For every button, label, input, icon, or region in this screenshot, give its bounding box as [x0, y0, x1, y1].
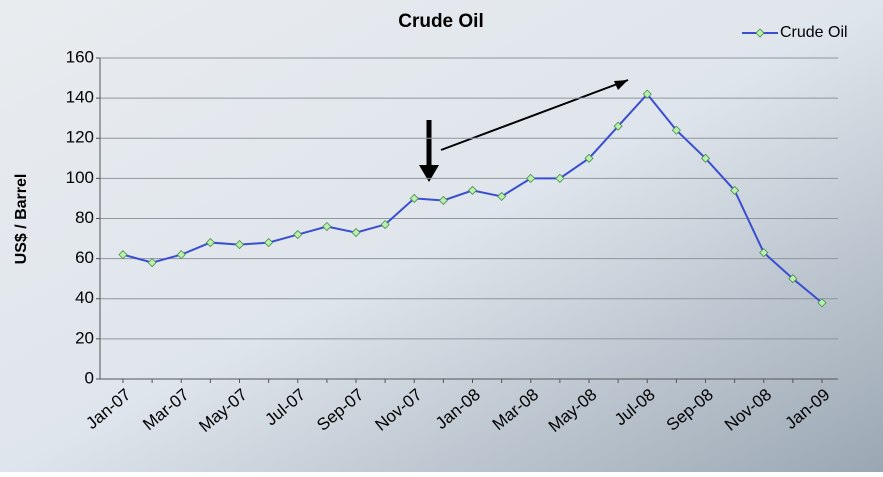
data-point [817, 298, 827, 308]
data-point [205, 238, 215, 248]
y-tick-label: 100 [66, 168, 94, 187]
annotation-arrowhead [614, 80, 628, 90]
data-point [380, 219, 390, 230]
data-point [322, 221, 332, 232]
y-tick-label: 40 [75, 288, 94, 307]
data-point [351, 227, 361, 238]
data-point [264, 238, 274, 248]
data-point [788, 274, 798, 284]
y-tick-label: 80 [75, 208, 94, 227]
y-tick-label: 120 [66, 128, 94, 147]
y-tick-label: 160 [66, 47, 94, 66]
data-point [700, 153, 711, 163]
legend-marker [755, 28, 765, 38]
y-tick-label: 20 [75, 328, 94, 347]
data-point [293, 229, 303, 240]
data-point [147, 258, 157, 268]
data-point [759, 248, 769, 258]
legend-label: Crude Oil [780, 24, 848, 41]
data-point [671, 125, 681, 135]
data-point [730, 185, 740, 195]
data-point [438, 195, 448, 206]
data-point [409, 193, 419, 204]
data-point [584, 153, 594, 163]
y-tick-label: 60 [75, 248, 94, 267]
chart-title: Crude Oil [398, 11, 484, 32]
y-axis-title: US$ / Barrel [13, 174, 30, 265]
data-point [497, 191, 507, 201]
data-point [613, 121, 623, 131]
data-point [467, 185, 478, 195]
data-point [642, 89, 652, 99]
y-tick-label: 140 [66, 88, 94, 107]
data-point [176, 250, 186, 260]
data-point [555, 173, 565, 183]
data-point [526, 173, 536, 183]
data-point [234, 240, 245, 250]
data-point [118, 250, 128, 260]
annotation-arrowhead [419, 165, 439, 182]
y-tick-label: 0 [85, 368, 94, 387]
